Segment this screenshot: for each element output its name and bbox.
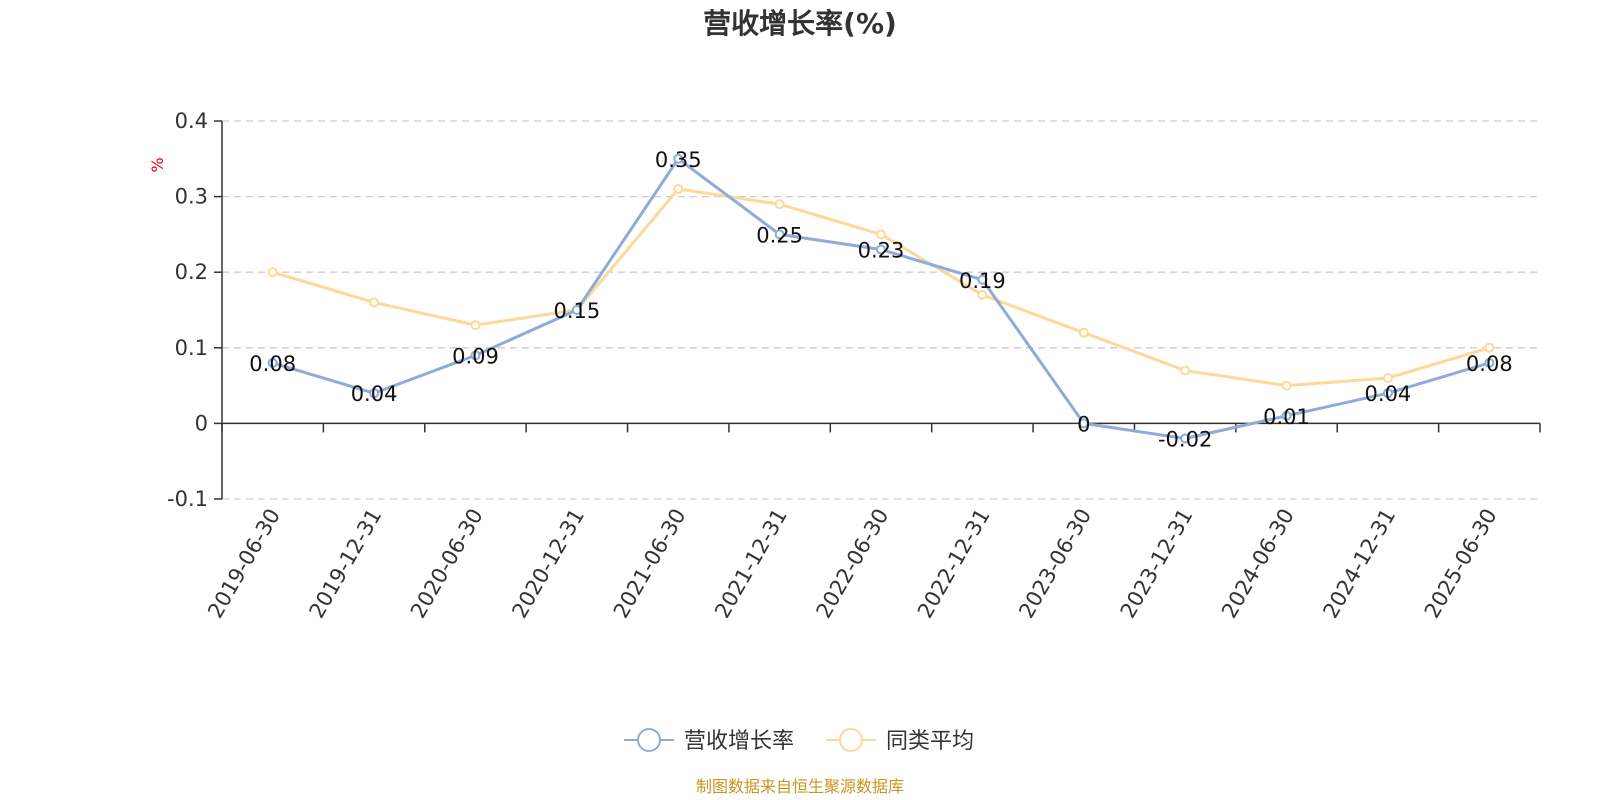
x-tick-label: 2024-06-30	[1217, 505, 1299, 623]
data-label: 0.25	[756, 223, 803, 247]
data-label: 0.23	[858, 239, 905, 263]
data-point	[1180, 433, 1191, 444]
legend-marker	[637, 728, 661, 752]
y-tick-label: 0	[195, 411, 208, 435]
data-point	[1281, 380, 1292, 391]
data-point	[1484, 342, 1495, 353]
data-point	[470, 350, 481, 361]
data-label: 0.04	[1365, 382, 1412, 406]
y-tick-labels: -0.1 0 0.1 0.2 0.3 0.4	[167, 109, 208, 511]
source-note: 制图数据来自恒生聚源数据库	[696, 777, 904, 796]
data-point	[369, 297, 380, 308]
series-lines	[267, 153, 1495, 444]
data-point	[267, 357, 278, 368]
data-point	[673, 153, 684, 164]
data-label: 0.08	[249, 352, 296, 376]
x-tick-label: 2019-06-30	[203, 505, 285, 623]
axes	[214, 120, 1541, 500]
legend[interactable]: 营收增长率 同类平均	[624, 728, 974, 754]
x-tick-label: 2021-06-30	[609, 505, 691, 623]
y-tick-label: 0.3	[175, 185, 208, 209]
data-point	[1078, 418, 1089, 429]
x-tick-label: 2020-12-31	[507, 505, 589, 623]
data-point	[1382, 373, 1393, 384]
legend-label: 营收增长率	[684, 729, 794, 754]
y-tick-label: 0.4	[175, 109, 208, 133]
data-point	[876, 229, 886, 240]
data-label: -0.02	[1158, 428, 1212, 452]
y-tick-label: -0.1	[167, 487, 208, 511]
data-label: 0.01	[1263, 405, 1310, 429]
data-point	[1382, 388, 1393, 399]
x-tick-label: 2021-12-31	[710, 505, 792, 623]
x-tick-label: 2024-12-31	[1318, 505, 1400, 623]
data-point	[571, 305, 582, 315]
data-point	[369, 388, 380, 399]
data-label: 0.04	[351, 382, 398, 406]
data-label: 0.09	[452, 344, 499, 368]
data-point	[977, 289, 988, 300]
data-point	[267, 267, 278, 278]
data-point	[1180, 365, 1191, 376]
y-axis-unit: %	[148, 157, 167, 172]
data-point	[1484, 357, 1495, 368]
data-label: 0.35	[655, 148, 702, 172]
x-tick-label: 2025-06-30	[1420, 505, 1502, 623]
data-point	[876, 244, 886, 255]
data-point	[1078, 327, 1089, 338]
data-label: 0.08	[1466, 352, 1513, 376]
data-point	[673, 184, 684, 195]
legend-marker	[839, 728, 863, 752]
legend-item-1[interactable]: 同类平均	[826, 728, 974, 754]
data-labels: 0.08 0.04 0.09 0.15 0.35 0.25 0.23 0.19 0 -0.02 0.…	[249, 148, 1512, 452]
x-tick-label: 2020-06-30	[406, 505, 488, 623]
data-point	[774, 229, 785, 240]
x-tick-label: 2022-12-31	[913, 505, 995, 623]
data-label: 0	[1077, 412, 1090, 436]
chart-title: 营收增长率(%)	[703, 7, 897, 40]
x-tick-label: 2023-06-30	[1014, 505, 1096, 623]
data-label: 0.19	[959, 269, 1006, 293]
x-tick-label: 2019-12-31	[305, 505, 387, 623]
y-tick-label: 0.1	[175, 336, 208, 360]
data-point	[977, 274, 988, 285]
legend-label: 同类平均	[886, 729, 974, 754]
x-tick-label: 2023-12-31	[1116, 505, 1198, 623]
gridlines	[222, 120, 1540, 500]
series-line-0	[272, 157, 1490, 441]
legend-item-0[interactable]: 营收增长率	[624, 728, 794, 754]
x-tick-label: 2022-06-30	[812, 505, 894, 623]
data-point	[774, 199, 785, 210]
data-label: 0.15	[553, 299, 600, 323]
x-tick-labels: 2019-06-30 2019-12-31 2020-06-30 2020-12-31…	[203, 505, 1501, 623]
data-point	[1281, 410, 1292, 421]
y-tick-label: 0.2	[175, 260, 208, 284]
data-point	[470, 320, 481, 331]
